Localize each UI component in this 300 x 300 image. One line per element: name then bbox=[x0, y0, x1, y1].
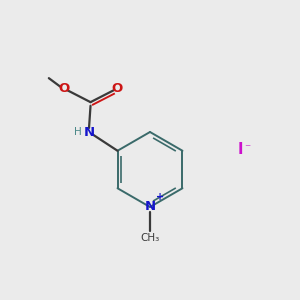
Text: +: + bbox=[156, 192, 164, 202]
Text: ⁻: ⁻ bbox=[244, 142, 251, 156]
Text: N: N bbox=[144, 200, 156, 214]
Text: O: O bbox=[111, 82, 122, 95]
Text: N: N bbox=[83, 126, 94, 139]
Text: H: H bbox=[74, 127, 82, 137]
Text: O: O bbox=[58, 82, 70, 95]
Text: CH₃: CH₃ bbox=[140, 233, 160, 243]
Text: I: I bbox=[237, 142, 243, 158]
